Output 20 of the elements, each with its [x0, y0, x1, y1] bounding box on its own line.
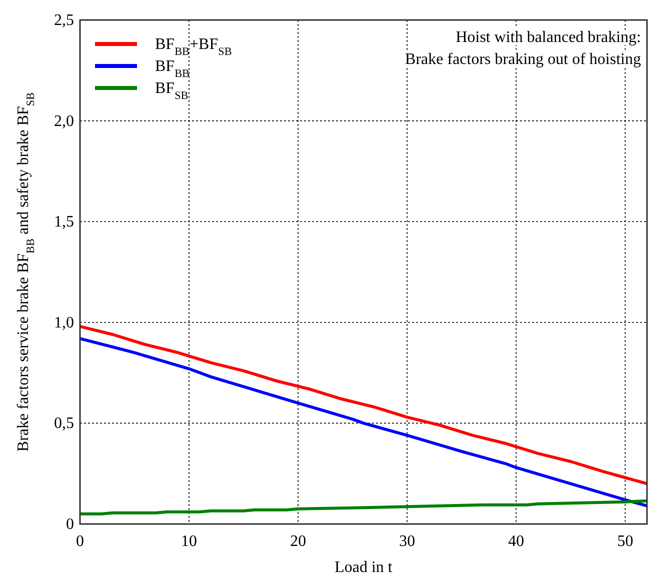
y-tick-label: 0,5 [54, 415, 74, 432]
x-tick-label: 40 [508, 533, 524, 550]
x-tick-label: 20 [290, 533, 306, 550]
y-tick-label: 2,0 [54, 112, 74, 130]
legend-label: BF$_{BB}$+BF$_{SB}$ [155, 36, 232, 58]
legend-label: BF$_{BB}$ [155, 58, 190, 80]
x-axis-title: Load in t [334, 559, 393, 576]
line-series [78, 337, 648, 508]
y-tick-label: 1,0 [54, 314, 74, 332]
annotation: Hoist with balanced braking: [456, 29, 641, 46]
y-tick-label: 2,5 [54, 12, 74, 29]
x-tick-label: 10 [181, 533, 198, 550]
x-tick-label: 50 [617, 533, 634, 550]
legend-label: BF$_{SB}$ [155, 80, 188, 102]
y-tick-label: 0 [66, 516, 74, 533]
line-series [78, 324, 648, 486]
x-tick-label: 30 [399, 533, 416, 550]
line-series [78, 499, 648, 516]
y-tick-label: 1,5 [54, 214, 74, 231]
annotation: Brake factors braking out of hoisting [405, 51, 641, 68]
